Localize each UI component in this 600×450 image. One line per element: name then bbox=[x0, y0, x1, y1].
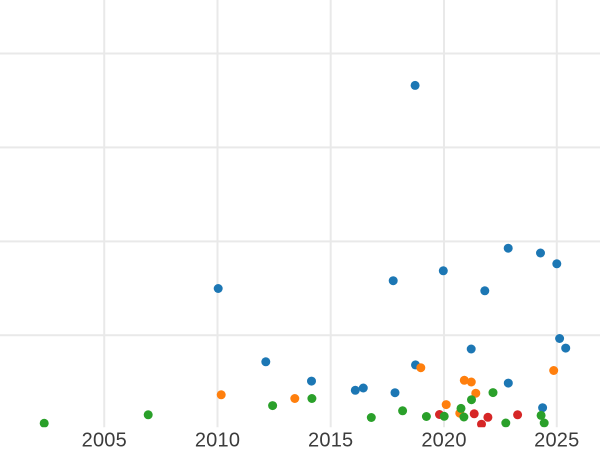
svg-text:2020: 2020 bbox=[421, 430, 466, 450]
svg-text:2025: 2025 bbox=[534, 430, 579, 450]
svg-text:2005: 2005 bbox=[82, 430, 127, 450]
svg-text:2015: 2015 bbox=[308, 430, 353, 450]
svg-text:2010: 2010 bbox=[195, 430, 240, 450]
